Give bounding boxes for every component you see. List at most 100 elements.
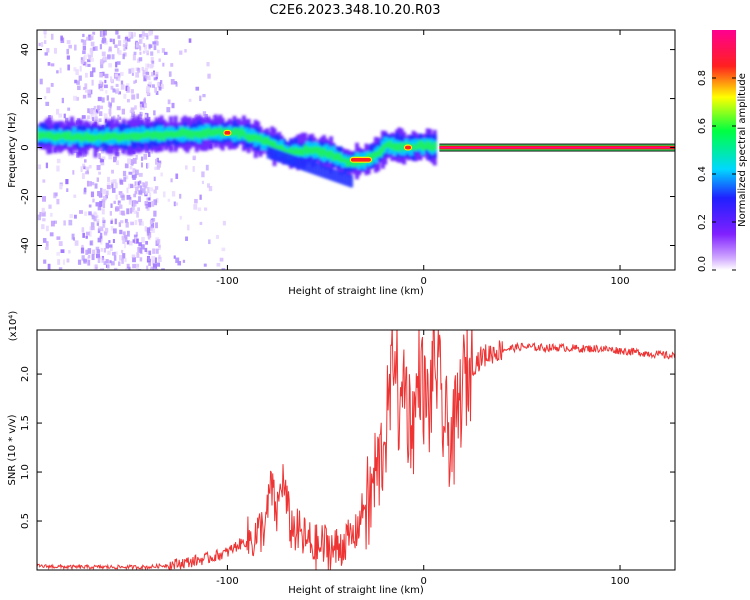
- noise-speck: [167, 198, 171, 202]
- noise-speck: [91, 215, 95, 220]
- noise-speck: [66, 48, 70, 55]
- noise-speck: [67, 64, 70, 71]
- noise-speck: [74, 240, 79, 246]
- noise-speck: [145, 71, 150, 75]
- noise-speck: [145, 250, 150, 255]
- noise-speck: [156, 239, 161, 244]
- ridge-segment: [260, 139, 265, 145]
- ridge-branch-segment: [313, 162, 318, 176]
- noise-speck: [100, 232, 103, 239]
- noise-speck: [44, 96, 47, 100]
- ridge-branch-segment: [296, 156, 301, 169]
- noise-speck: [88, 254, 91, 259]
- noise-speck: [101, 199, 106, 203]
- noise-speck: [73, 95, 78, 101]
- ridge-segment: [395, 143, 400, 152]
- noise-speck: [201, 171, 205, 178]
- noise-speck: [179, 50, 183, 55]
- x-tick-label: -100: [216, 576, 239, 587]
- ridge-segment: [154, 131, 159, 139]
- noise-speck: [170, 178, 173, 183]
- noise-speck: [94, 183, 98, 189]
- noise-speck: [98, 153, 101, 160]
- noise-speck: [78, 210, 83, 214]
- noise-speck: [144, 201, 148, 206]
- noise-speck: [110, 246, 113, 252]
- ridge-segment: [373, 151, 378, 158]
- noise-speck: [149, 187, 154, 192]
- noise-speck: [127, 38, 131, 42]
- noise-speck: [68, 250, 71, 254]
- noise-speck: [111, 182, 114, 189]
- noise-speck: [80, 59, 85, 65]
- noise-speck: [45, 162, 49, 169]
- noise-speck: [80, 39, 84, 43]
- noise-speck: [109, 103, 112, 109]
- noise-speck: [157, 81, 161, 88]
- noise-speck: [67, 152, 71, 157]
- noise-speck: [154, 186, 159, 190]
- noise-speck: [92, 31, 96, 35]
- noise-speck: [141, 35, 145, 40]
- noise-speck: [207, 183, 211, 188]
- noise-speck: [92, 249, 96, 255]
- noise-speck: [105, 190, 109, 196]
- noise-speck: [147, 231, 152, 238]
- y-tick-label: 0: [20, 144, 31, 150]
- noise-speck: [133, 80, 136, 84]
- noise-speck: [87, 115, 90, 120]
- ridge-segment: [289, 146, 294, 155]
- noise-speck: [79, 65, 82, 72]
- noise-speck: [93, 216, 97, 222]
- noise-speck: [91, 79, 94, 86]
- ridge-segment: [385, 141, 390, 147]
- noise-speck: [144, 181, 148, 186]
- ridge-segment: [119, 133, 124, 141]
- ridge-segment: [124, 133, 129, 139]
- noise-speck: [123, 243, 127, 249]
- noise-speck: [128, 199, 133, 205]
- noise-speck: [137, 67, 140, 71]
- noise-speck: [57, 259, 61, 265]
- noise-speck: [45, 101, 50, 106]
- noise-speck: [74, 44, 77, 51]
- spectrogram-x-label: Height of straight line (km): [288, 286, 424, 297]
- noise-speck: [42, 238, 47, 243]
- noise-speck: [219, 257, 224, 262]
- ridge-segment: [145, 130, 150, 139]
- noise-speck: [119, 204, 123, 209]
- ridge-segment: [218, 127, 223, 135]
- noise-speck: [99, 105, 104, 110]
- ridge-segment: [390, 143, 395, 151]
- noise-speck: [82, 163, 86, 168]
- noise-speck: [132, 257, 136, 263]
- ridge-branch-segment: [319, 164, 324, 178]
- noise-speck: [113, 156, 117, 163]
- noise-speck: [174, 202, 179, 206]
- noise-speck: [154, 35, 159, 40]
- noise-speck: [107, 262, 110, 269]
- colorbar-tick-label: 0.0: [697, 256, 708, 272]
- noise-speck: [75, 69, 79, 75]
- noise-speck: [147, 187, 150, 194]
- noise-speck: [101, 208, 105, 215]
- noise-speck: [110, 220, 113, 224]
- noise-speck: [105, 242, 110, 249]
- ridge-segment: [274, 145, 279, 152]
- noise-speck: [136, 252, 140, 258]
- noise-speck: [74, 79, 78, 84]
- noise-speck: [82, 232, 85, 238]
- x-tick-label: 100: [610, 276, 629, 287]
- noise-speck: [155, 268, 159, 270]
- ridge-segment: [91, 134, 96, 142]
- noise-speck: [89, 36, 93, 40]
- noise-speck: [136, 238, 139, 244]
- y-tick-label: 40: [20, 43, 31, 56]
- noise-speck: [86, 36, 90, 41]
- noise-speck: [85, 166, 90, 171]
- ridge-segment: [336, 152, 341, 161]
- noise-speck: [129, 196, 132, 202]
- noise-speck: [144, 185, 148, 189]
- noise-speck: [118, 261, 121, 266]
- noise-speck: [157, 262, 161, 267]
